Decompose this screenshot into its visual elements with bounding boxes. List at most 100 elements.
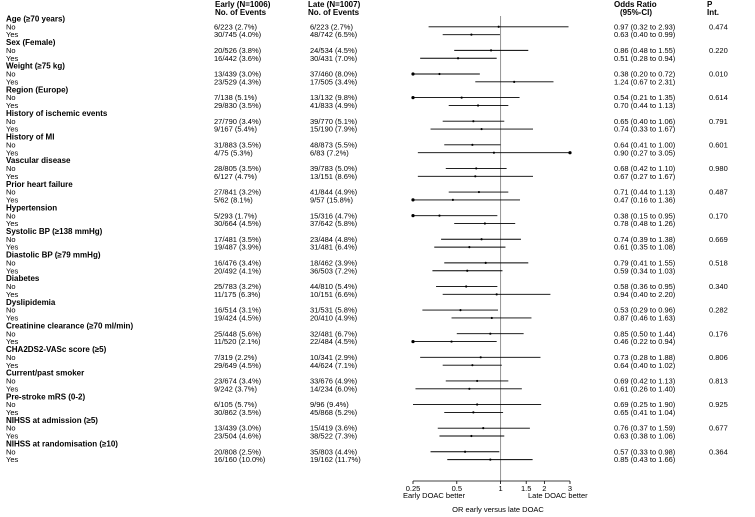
odds-ratio-ci: 0.76 (0.37 to 1.59) xyxy=(614,424,676,433)
p-interaction: 0.010 xyxy=(709,70,728,79)
subgroup-title: NIHSS at admission (≥5) xyxy=(6,416,98,425)
table-row: No 16/476 (3.4%) 18/462 (3.9%) 0.79 (0.41 t… xyxy=(6,258,728,267)
late-events: 37/642 (5.8%) xyxy=(310,219,358,228)
early-events: 11/520 (2.1%) xyxy=(214,337,261,346)
x-tick-label: 0.5 xyxy=(452,484,462,493)
odds-ratio-ci: 0.61 (0.35 to 1.08) xyxy=(614,243,676,252)
point-estimate xyxy=(513,80,516,83)
subgroup-title: Weight (≥75 kg) xyxy=(6,62,65,71)
row-label: No xyxy=(6,188,16,197)
early-events: 16/442 (3.6%) xyxy=(214,54,262,63)
late-events: 39/770 (5.1%) xyxy=(310,117,358,126)
odds-ratio-ci: 0.97 (0.32 to 2.93) xyxy=(614,22,676,31)
p-interaction: 0.518 xyxy=(709,258,728,267)
point-estimate xyxy=(495,293,498,296)
early-events: 20/492 (4.1%) xyxy=(214,266,262,275)
x-tick-label: 2 xyxy=(542,484,546,493)
odds-ratio-ci: 0.69 (0.25 to 1.90) xyxy=(614,400,676,409)
early-events: 5/293 (1.7%) xyxy=(214,211,257,220)
subgroup-title: Systolic BP (≥138 mmHg) xyxy=(6,227,103,236)
odds-ratio-ci: 0.85 (0.43 to 1.66) xyxy=(614,455,676,464)
point-estimate xyxy=(479,356,482,359)
point-estimate xyxy=(480,238,483,241)
odds-ratio-ci: 0.58 (0.36 to 0.95) xyxy=(614,282,676,291)
row-label: No xyxy=(6,306,16,315)
late-events: 41/833 (4.9%) xyxy=(310,101,358,110)
ci-truncation-marker xyxy=(411,339,415,344)
subgroup: Systolic BP (≥138 mmHg)No 17/481 (3.5%) 23… xyxy=(6,227,728,252)
point-estimate xyxy=(480,127,483,131)
p-interaction: 0.364 xyxy=(709,447,728,456)
table-row: No 25/448 (5.6%) 32/481 (6.7%) 0.85 (0.50 t… xyxy=(6,329,728,338)
p-interaction: 0.791 xyxy=(709,117,728,126)
table-row: Yes 20/492 (4.1%) 36/503 (7.2%) 0.59 (0.34 … xyxy=(6,266,676,275)
subgroup: CHA2DS2-VASc score (≥5)No 7/319 (2.2%) 10/… xyxy=(6,345,728,370)
point-estimate xyxy=(468,387,471,390)
p-interaction: 0.813 xyxy=(709,377,728,386)
row-label: No xyxy=(6,93,16,102)
table-row: Yes 6/127 (4.7%) 13/151 (8.6%) 0.67 (0.27 t… xyxy=(6,172,676,181)
late-events: 41/844 (4.9%) xyxy=(310,188,358,197)
late-events: 19/162 (11.7%) xyxy=(310,455,361,464)
late-events: 23/484 (4.8%) xyxy=(310,235,358,244)
subgroup: NIHSS at admission (≥5)No 13/439 (3.0%) 15… xyxy=(6,416,728,441)
ci-truncation-marker xyxy=(411,72,415,76)
point-estimate xyxy=(474,175,477,178)
early-events: 9/242 (3.7%) xyxy=(214,384,257,393)
point-estimate xyxy=(470,434,473,438)
header-early-title: Early (N=1006) xyxy=(215,0,271,9)
subgroup: Age (≥70 years)No 6/223 (2.7%) 6/223 (2.7%… xyxy=(6,15,728,40)
early-events: 31/883 (3.5%) xyxy=(214,140,262,149)
row-label: Yes xyxy=(6,361,18,370)
point-estimate xyxy=(476,104,480,107)
late-events: 37/460 (8.0%) xyxy=(310,70,358,79)
table-row: No 20/526 (3.8%) 24/534 (4.5%) 0.86 (0.48 t… xyxy=(6,46,728,55)
subgroup-title: NIHSS at randomisation (≥10) xyxy=(6,439,118,448)
point-estimate xyxy=(489,49,493,52)
odds-ratio-ci: 0.69 (0.42 to 1.13) xyxy=(614,377,676,386)
header-p-subtitle: Int. xyxy=(707,8,719,17)
odds-ratio-ci: 0.78 (0.48 to 1.26) xyxy=(614,219,676,228)
table-row: Yes 5/62 (8.1%) 9/57 (15.8%) 0.47 (0.16 to … xyxy=(6,196,676,205)
odds-ratio-ci: 0.73 (0.28 to 1.88) xyxy=(614,353,676,362)
odds-ratio-ci: 0.64 (0.40 to 1.02) xyxy=(614,361,676,370)
row-label: Yes xyxy=(6,77,18,86)
late-events: 15/419 (3.6%) xyxy=(310,424,358,433)
subgroup-title: Age (≥70 years) xyxy=(6,15,65,24)
early-events: 23/504 (4.6%) xyxy=(214,432,262,441)
late-events: 48/873 (5.5%) xyxy=(310,140,358,149)
late-events: 35/803 (4.4%) xyxy=(310,447,358,456)
late-events: 39/783 (5.0%) xyxy=(310,164,358,173)
p-interaction: 0.806 xyxy=(709,353,728,362)
point-estimate xyxy=(468,246,471,249)
odds-ratio-ci: 0.90 (0.27 to 3.05) xyxy=(614,148,676,157)
row-label: No xyxy=(6,353,16,362)
odds-ratio-ci: 0.57 (0.33 to 0.98) xyxy=(614,447,676,456)
subgroup-title: Prior heart failure xyxy=(6,180,73,189)
header-late-subtitle: No. of Events xyxy=(308,8,360,17)
table-row: Yes 9/242 (3.7%) 14/234 (6.0%) 0.61 (0.26 t… xyxy=(6,384,676,393)
point-estimate xyxy=(497,25,500,28)
p-interaction: 0.282 xyxy=(709,306,728,315)
table-row: No 23/674 (3.4%) 33/676 (4.9%) 0.69 (0.42 t… xyxy=(6,377,728,386)
late-events: 14/234 (6.0%) xyxy=(310,384,358,393)
row-label: No xyxy=(6,447,16,456)
row-label: Yes xyxy=(6,148,18,157)
row-label: Yes xyxy=(6,172,18,181)
subgroup-rows: Age (≥70 years)No 6/223 (2.7%) 6/223 (2.7%… xyxy=(6,15,728,481)
early-events: 6/223 (2.7%) xyxy=(214,22,257,31)
early-events: 7/319 (2.2%) xyxy=(214,353,257,362)
early-events: 16/514 (3.1%) xyxy=(214,306,262,315)
early-events: 23/529 (4.3%) xyxy=(214,77,262,86)
late-events: 31/531 (5.8%) xyxy=(310,306,358,315)
subgroup-title: Diabetes xyxy=(6,274,40,283)
odds-ratio-ci: 0.47 (0.16 to 1.36) xyxy=(614,196,676,205)
late-events: 38/522 (7.3%) xyxy=(310,432,358,441)
row-label: Yes xyxy=(6,125,18,134)
table-row: Yes 4/75 (5.3%) 6/83 (7.2%) 0.90 (0.27 to 3… xyxy=(6,148,676,157)
subgroup: Weight (≥75 kg)No 13/439 (3.0%) 37/460 (8.… xyxy=(6,62,728,87)
late-events: 32/481 (6.7%) xyxy=(310,329,358,338)
late-events: 9/96 (9.4%) xyxy=(310,400,349,409)
